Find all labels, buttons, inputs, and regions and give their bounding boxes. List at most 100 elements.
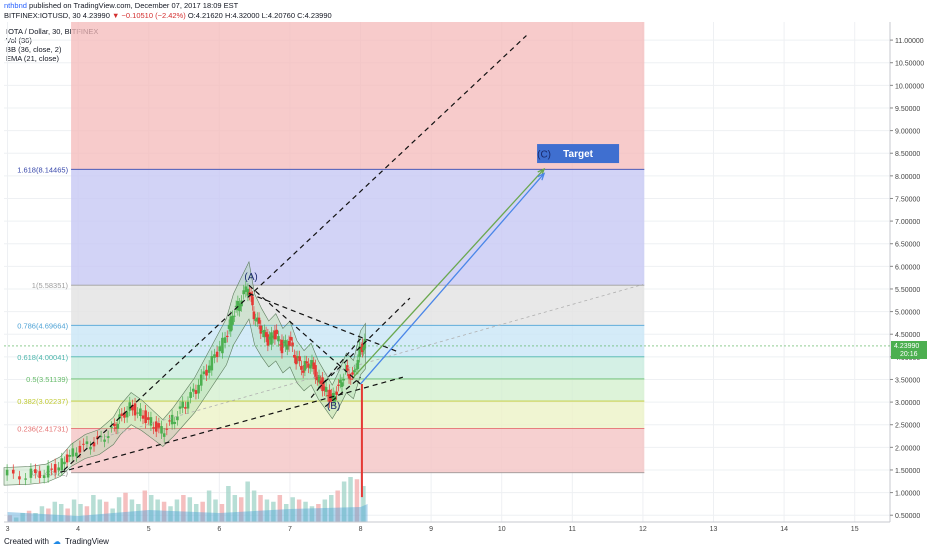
price-tick-label: 9.00000 xyxy=(895,129,920,136)
candle-body xyxy=(300,365,303,370)
fib-level-label: 0.5(3.51139) xyxy=(26,375,68,384)
candle-body xyxy=(268,336,271,340)
candle-body xyxy=(63,461,66,465)
volume-bar xyxy=(341,481,347,522)
candle-body xyxy=(68,455,72,457)
candle-body xyxy=(259,325,263,334)
volume-bar xyxy=(116,497,122,522)
candle-body xyxy=(263,329,266,338)
price-tick-label: 9.50000 xyxy=(895,106,920,113)
candle-body xyxy=(218,346,222,352)
price-tick-label: 8.50000 xyxy=(895,151,920,158)
legend-ema[interactable]: EMA (21, close) xyxy=(6,54,59,63)
time-tick-label: 9 xyxy=(429,526,433,533)
bollinger-band xyxy=(3,260,366,486)
volume-bar xyxy=(322,499,328,522)
candle-body xyxy=(202,371,206,375)
price-tick-label: 6.50000 xyxy=(895,242,920,249)
volume-bar xyxy=(161,501,167,522)
candle-body xyxy=(326,395,330,397)
candle-body xyxy=(221,337,224,354)
candle-body xyxy=(170,414,174,425)
volume-bar xyxy=(206,490,212,522)
candle-body xyxy=(168,420,171,422)
trend-line xyxy=(248,284,361,385)
candle-body xyxy=(363,338,367,349)
time-tick-label: 5 xyxy=(147,526,151,533)
candle-body xyxy=(335,391,338,395)
candle-body xyxy=(38,471,42,478)
tradingview-logo-icon[interactable]: ☁ xyxy=(52,537,61,546)
arrow-head xyxy=(537,167,546,176)
volume-bar xyxy=(264,499,270,522)
candle-body xyxy=(92,442,96,447)
price-tick-label: 5.00000 xyxy=(895,310,920,317)
candle-body xyxy=(284,340,287,347)
brand-name[interactable]: TradingView xyxy=(64,537,109,546)
time-tick-label: 8 xyxy=(359,526,363,533)
candle-body xyxy=(345,365,349,371)
time-tick-label: 4 xyxy=(76,526,80,533)
author-link[interactable]: nthbnd xyxy=(4,1,27,10)
fib-level-label: 0(1.43922) xyxy=(32,469,69,478)
candle-body xyxy=(252,311,256,320)
candle-body xyxy=(157,423,161,428)
candle-body xyxy=(349,378,353,380)
candle-body xyxy=(144,410,147,424)
volume-bar xyxy=(296,499,302,522)
candle-body xyxy=(110,426,113,428)
candle-body xyxy=(285,344,289,350)
candle-body xyxy=(149,417,153,426)
volume-bar xyxy=(258,495,263,522)
candle-body xyxy=(323,386,326,391)
candle-body xyxy=(18,476,21,480)
candle-body xyxy=(353,370,356,373)
volume-bar xyxy=(39,506,45,522)
candle-body xyxy=(184,407,187,409)
price-tick-label: 2.50000 xyxy=(895,423,920,430)
time-tick-label: 14 xyxy=(780,526,788,533)
candle-body xyxy=(229,316,233,332)
last-price-badge xyxy=(891,340,927,359)
candle-body xyxy=(314,365,317,379)
candle-body xyxy=(82,443,85,445)
candle-body xyxy=(347,374,351,379)
candle-body xyxy=(103,439,106,442)
candle-body xyxy=(146,417,150,420)
candle-body xyxy=(337,384,340,386)
candle-body xyxy=(354,368,358,370)
wave-label: (C) xyxy=(537,150,551,161)
last-price-value: 4.23990 xyxy=(894,343,919,350)
price-tick-label: 4.50000 xyxy=(895,332,920,339)
legend-bollinger[interactable]: BB (36, close, 2) xyxy=(6,45,62,54)
candle-body xyxy=(213,354,216,358)
candle-body xyxy=(282,341,286,343)
candle-body xyxy=(205,369,208,376)
symbol-name: BITFINEX:IOTUSD, 30 xyxy=(4,11,81,20)
candle-body xyxy=(231,315,234,325)
time-tick-label: 12 xyxy=(639,526,647,533)
volume-bar xyxy=(232,495,238,522)
fib-zone xyxy=(71,325,645,357)
candle-body xyxy=(275,329,278,335)
price-tick-label: 8.00000 xyxy=(895,174,920,181)
volume-bar xyxy=(52,501,58,522)
volume-bar xyxy=(219,504,225,522)
volume-bar xyxy=(303,501,308,522)
volume-bar xyxy=(168,506,173,522)
candle-body xyxy=(303,361,307,371)
volume-bar xyxy=(148,495,154,522)
last-price-text: 4.23990 xyxy=(82,11,110,20)
candle-body xyxy=(176,416,179,421)
candle-body xyxy=(78,445,82,453)
arrow-head xyxy=(537,172,546,181)
projection-arrow xyxy=(352,168,545,378)
trend-line xyxy=(317,297,411,389)
price-tick-label: 10.50000 xyxy=(895,61,924,68)
candle-body xyxy=(125,411,129,418)
candle-body xyxy=(60,458,64,471)
volume-bar xyxy=(142,490,148,522)
candle-body xyxy=(301,370,305,373)
volume-bar xyxy=(309,506,315,522)
